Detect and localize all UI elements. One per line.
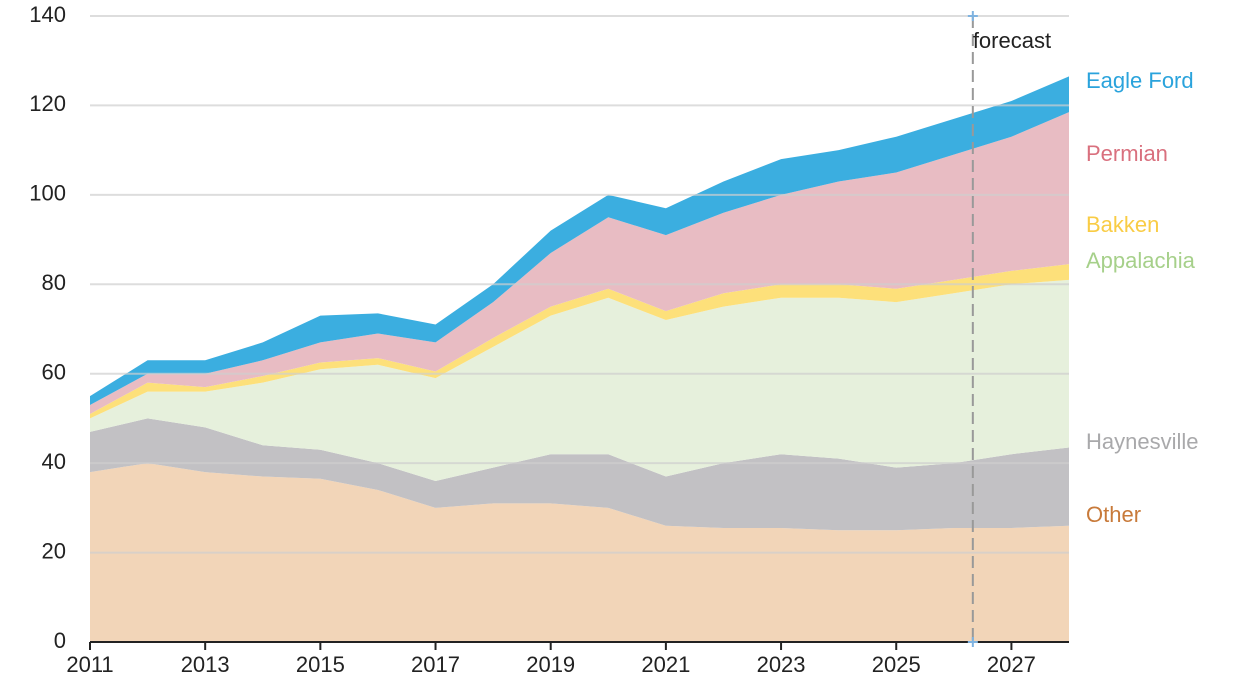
legend-label: Permian (1086, 141, 1168, 166)
area (90, 264, 1069, 419)
legend-label: Other (1086, 502, 1141, 527)
y-tick-label: 100 (29, 181, 66, 206)
x-tick-label: 2015 (296, 652, 345, 677)
x-tick-label: 2017 (411, 652, 460, 677)
y-tick-label: 80 (42, 270, 66, 295)
y-tick-label: 120 (29, 91, 66, 116)
x-tick-label: 2011 (66, 652, 113, 677)
x-tick-label: 2019 (526, 652, 575, 677)
y-tick-label: 140 (29, 2, 66, 27)
x-tick-label: 2023 (757, 652, 806, 677)
annotation: forecast (973, 28, 1051, 53)
y-tick-label: 40 (42, 449, 66, 474)
y-tick-label: 0 (54, 628, 66, 653)
area (90, 112, 1069, 414)
legend-label: Bakken (1086, 212, 1159, 237)
legend-label: Appalachia (1086, 248, 1196, 273)
legend-label: Haynesville (1086, 429, 1199, 454)
x-tick-label: 2013 (181, 652, 230, 677)
y-tick-label: 60 (42, 360, 66, 385)
x-tick-label: 2025 (872, 652, 921, 677)
area (90, 279, 1069, 482)
area (90, 76, 1069, 406)
x-tick-label: 2027 (987, 652, 1036, 677)
x-tick-label: 2021 (641, 652, 690, 677)
legend-label: Eagle Ford (1086, 68, 1194, 93)
area (90, 418, 1069, 531)
y-tick-label: 20 (42, 538, 66, 563)
